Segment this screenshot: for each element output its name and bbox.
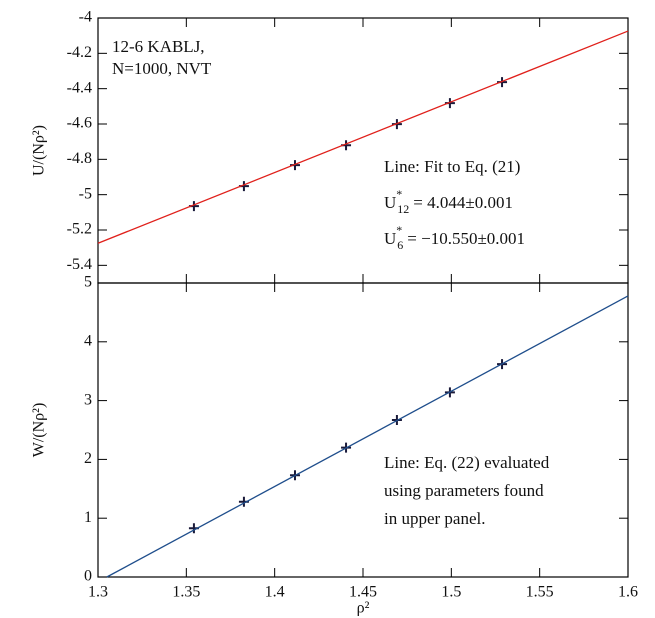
x-tick-label: 1.55 — [526, 584, 554, 601]
annotation: Line: Fit to Eq. (21) — [384, 157, 520, 176]
annotation: 12-6 KABLJ, — [112, 37, 205, 56]
x-tick-label: 1.4 — [265, 584, 285, 601]
y-tick-label: -4.2 — [67, 44, 92, 61]
parameter: U* 6 = −10.550±0.001 — [384, 223, 525, 252]
annotation: N=1000, NVT — [112, 59, 212, 78]
y-tick-label: -5 — [79, 185, 92, 202]
parameter-sub: 12 — [397, 202, 409, 216]
y-tick-label: 5 — [84, 274, 92, 291]
annotation: Line: Eq. (22) evaluated — [384, 453, 550, 472]
y-axis-label: W/(Nρ²) — [31, 403, 48, 458]
x-tick-label: 1.45 — [349, 584, 377, 601]
parameter-sup: * — [396, 223, 402, 237]
parameter-symbol: U — [384, 229, 396, 248]
x-tick-label: 1.35 — [172, 584, 200, 601]
x-tick-label: 1.3 — [88, 584, 108, 601]
annotation: using parameters found — [384, 481, 544, 500]
y-tick-label: 2 — [84, 450, 92, 467]
y-axis-label: U/(Nρ²) — [31, 125, 48, 176]
plot-frame — [97, 17, 629, 284]
y-tick-label: 3 — [84, 391, 92, 408]
fit-line — [97, 30, 629, 244]
parameter: U* 12 = 4.044±0.001 — [384, 187, 513, 216]
parameter-symbol: U — [384, 193, 396, 212]
y-tick-label: -5.2 — [67, 221, 92, 238]
y-tick-label: 0 — [84, 568, 92, 585]
x-axis-label: ρ² — [357, 600, 370, 617]
y-tick-label: -4.8 — [67, 150, 92, 167]
y-tick-label: -5.4 — [67, 256, 92, 273]
parameter-sub: 6 — [397, 238, 403, 252]
parameter-value: = 4.044±0.001 — [413, 193, 513, 212]
fit-line — [106, 295, 629, 578]
parameter-sup: * — [396, 187, 402, 201]
parameter-value: = −10.550±0.001 — [407, 229, 525, 248]
y-tick-label: -4.6 — [67, 115, 92, 132]
y-tick-label: -4.4 — [67, 79, 92, 96]
y-tick-label: 1 — [84, 509, 92, 526]
plot-frame — [97, 282, 629, 578]
x-tick-label: 1.6 — [618, 584, 638, 601]
x-tick-label: 1.5 — [441, 584, 461, 601]
y-tick-label: -4 — [79, 9, 92, 26]
annotation: in upper panel. — [384, 509, 486, 528]
y-tick-label: 4 — [84, 332, 92, 349]
